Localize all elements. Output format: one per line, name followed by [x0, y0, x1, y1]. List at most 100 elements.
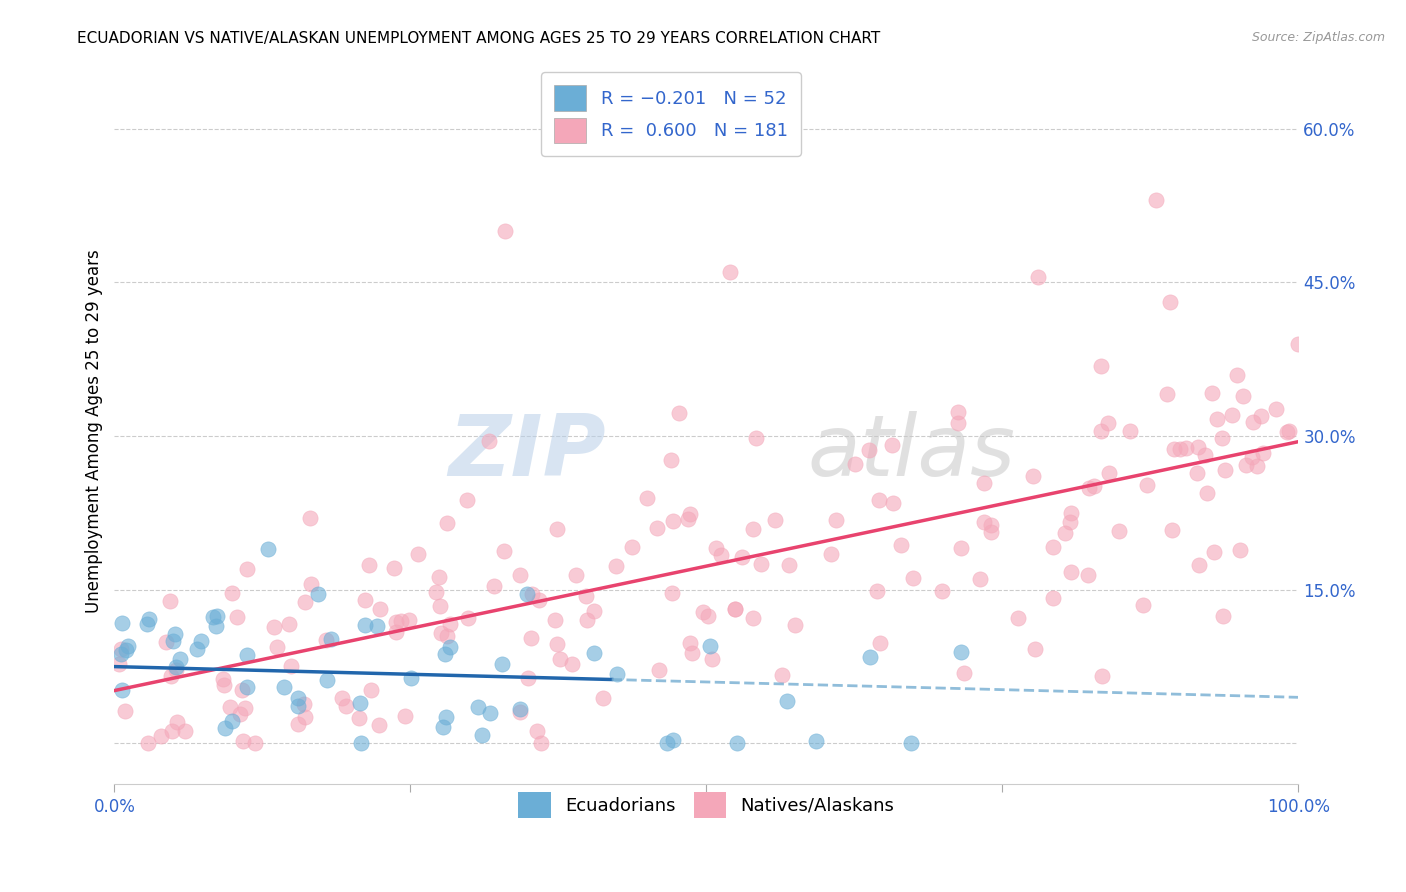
Point [776, 693, 799, 707]
Point [526, 723, 548, 738]
Point [235, 680, 257, 694]
Point [319, 632, 342, 646]
Point [186, 642, 208, 657]
Point [749, 558, 772, 572]
Point [1195, 486, 1218, 500]
Point [710, 549, 733, 563]
Point [110, 642, 132, 657]
Point [115, 643, 138, 657]
Point [114, 704, 136, 718]
Point [190, 634, 212, 648]
Point [1205, 412, 1227, 426]
Point [165, 660, 187, 674]
Point [226, 609, 249, 624]
Point [482, 579, 505, 593]
Point [491, 657, 513, 671]
Point [1091, 669, 1114, 683]
Point [287, 717, 309, 731]
Point [136, 736, 159, 750]
Point [406, 548, 429, 562]
Point [277, 617, 299, 632]
Point [1212, 608, 1234, 623]
Point [679, 636, 702, 650]
Point [366, 619, 388, 633]
Point [869, 636, 891, 650]
Point [160, 668, 183, 682]
Point [436, 516, 458, 530]
Point [1160, 523, 1182, 537]
Point [1229, 543, 1251, 558]
Point [1090, 359, 1112, 373]
Point [456, 492, 478, 507]
Point [174, 723, 197, 738]
Point [166, 715, 188, 730]
Point [973, 515, 995, 529]
Point [159, 594, 181, 608]
Point [360, 683, 382, 698]
Point [160, 724, 183, 739]
Point [1234, 458, 1257, 472]
Point [1042, 591, 1064, 605]
Point [316, 673, 339, 687]
Point [662, 732, 685, 747]
Point [1060, 507, 1083, 521]
Point [969, 573, 991, 587]
Point [350, 736, 373, 750]
Point [1144, 194, 1167, 208]
Point [1201, 385, 1223, 400]
Point [204, 619, 226, 633]
Point [494, 224, 516, 238]
Text: ZIP: ZIP [449, 410, 606, 493]
Point [1278, 424, 1301, 438]
Point [1286, 336, 1309, 351]
Point [882, 496, 904, 510]
Legend: Ecuadorians, Natives/Alaskans: Ecuadorians, Natives/Alaskans [510, 785, 901, 825]
Point [205, 609, 228, 624]
Point [1163, 442, 1185, 456]
Point [770, 668, 793, 682]
Point [212, 678, 235, 692]
Point [858, 443, 880, 458]
Point [292, 697, 315, 711]
Point [1241, 450, 1264, 464]
Point [221, 586, 243, 600]
Point [1246, 459, 1268, 474]
Point [434, 709, 457, 723]
Point [731, 549, 754, 564]
Point [394, 708, 416, 723]
Point [548, 651, 571, 665]
Point [696, 608, 718, 623]
Point [520, 632, 543, 646]
Point [880, 438, 903, 452]
Point [576, 613, 599, 627]
Point [1265, 401, 1288, 416]
Point [219, 699, 242, 714]
Point [385, 615, 408, 629]
Point [368, 718, 391, 732]
Point [398, 613, 420, 627]
Point [723, 601, 745, 615]
Point [742, 523, 765, 537]
Point [1007, 611, 1029, 625]
Point [1188, 558, 1211, 572]
Point [155, 634, 177, 648]
Point [429, 570, 451, 584]
Point [1098, 466, 1121, 480]
Point [1132, 598, 1154, 612]
Point [702, 652, 724, 666]
Point [1159, 295, 1181, 310]
Point [869, 493, 891, 508]
Point [745, 431, 768, 445]
Point [718, 265, 741, 279]
Point [202, 609, 225, 624]
Point [117, 639, 139, 653]
Point [704, 541, 727, 556]
Point [368, 602, 391, 616]
Point [1250, 409, 1272, 424]
Y-axis label: Unemployment Among Ages 25 to 29 years: Unemployment Among Ages 25 to 29 years [86, 249, 103, 613]
Point [520, 587, 543, 601]
Point [1185, 466, 1208, 480]
Point [236, 648, 259, 663]
Point [724, 602, 747, 616]
Point [820, 547, 842, 561]
